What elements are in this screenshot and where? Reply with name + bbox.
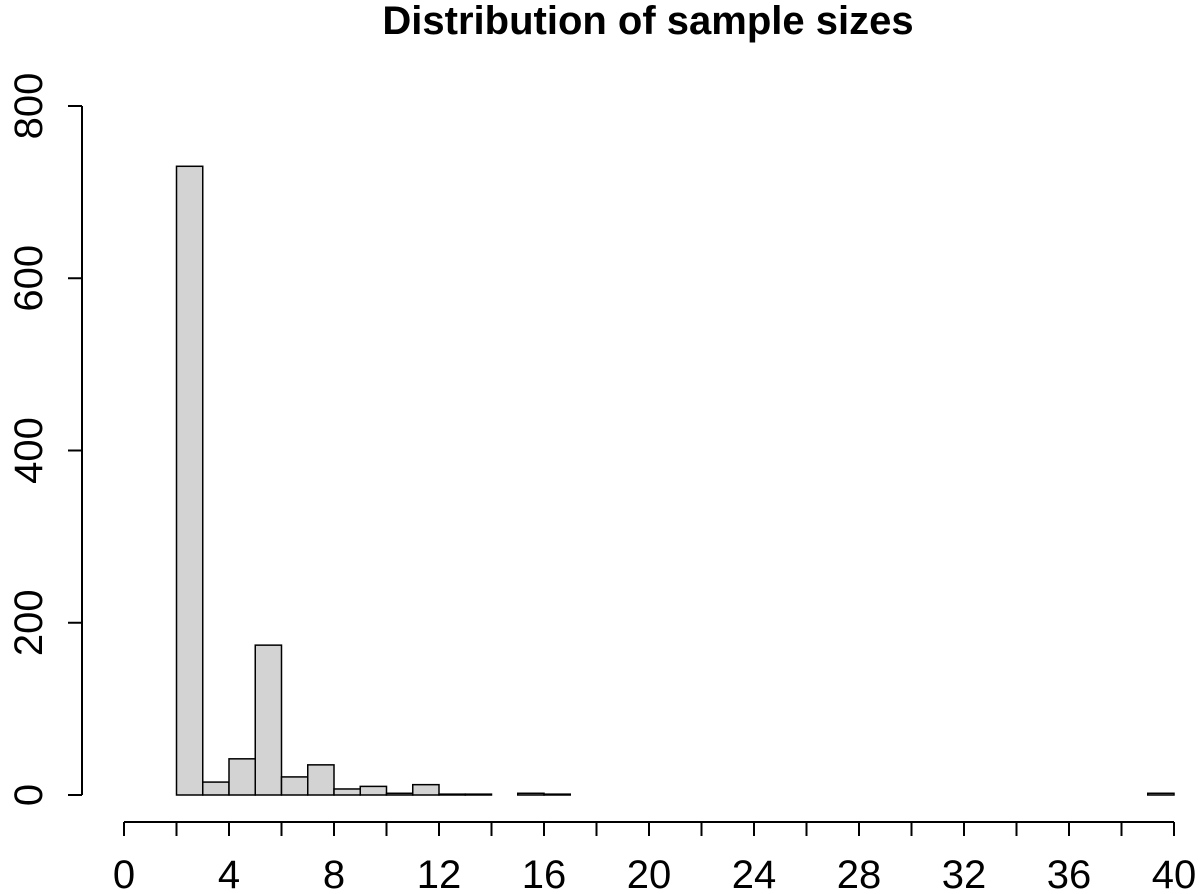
x-tick-label-20: 20: [627, 853, 672, 894]
histogram-bar-7-8: [307, 764, 335, 796]
x-tick-label-36: 36: [1047, 853, 1092, 894]
x-tick-label-40: 40: [1152, 853, 1197, 894]
y-tick-label-0: 0: [7, 784, 51, 806]
histogram-bar-3-4: [202, 781, 230, 796]
histogram-bar-15-16: [517, 792, 545, 796]
histogram-bar-16-17: [543, 793, 571, 796]
histogram-bar-13-14: [464, 793, 493, 796]
histogram-bar-9-10: [359, 785, 388, 796]
x-tick-label-0: 0: [113, 853, 135, 894]
histogram-bar-5-6: [254, 644, 283, 796]
y-tick-label-600: 600: [7, 245, 51, 312]
histogram-bar-39-40: [1147, 792, 1175, 796]
histogram-bar-10-11: [385, 792, 414, 796]
x-tick-label-4: 4: [218, 853, 240, 894]
x-tick-label-32: 32: [942, 853, 987, 894]
y-axis: 0 200 400 600 800: [7, 73, 83, 806]
chart-title: Distribution of sample sizes: [382, 0, 913, 43]
x-axis: 0 4 8 12 16 20 24 28 32 36 40: [113, 821, 1197, 894]
x-tick-label-24: 24: [732, 853, 777, 894]
x-tick-label-16: 16: [522, 853, 567, 894]
y-tick-label-800: 800: [7, 73, 51, 140]
histogram-bar-11-12: [412, 783, 440, 796]
bars-layer: [175, 165, 1175, 796]
x-tick-label-8: 8: [323, 853, 345, 894]
histogram-bar-8-9: [333, 788, 361, 796]
histogram-bar-12-13: [438, 793, 466, 796]
y-tick-label-400: 400: [7, 417, 51, 484]
x-tick-label-12: 12: [417, 853, 462, 894]
x-tick-label-28: 28: [837, 853, 882, 894]
histogram-bar-4-5: [228, 758, 256, 796]
histogram-bar-6-7: [280, 776, 309, 796]
y-tick-label-200: 200: [7, 589, 51, 656]
histogram-bar-2-3: [175, 165, 204, 796]
